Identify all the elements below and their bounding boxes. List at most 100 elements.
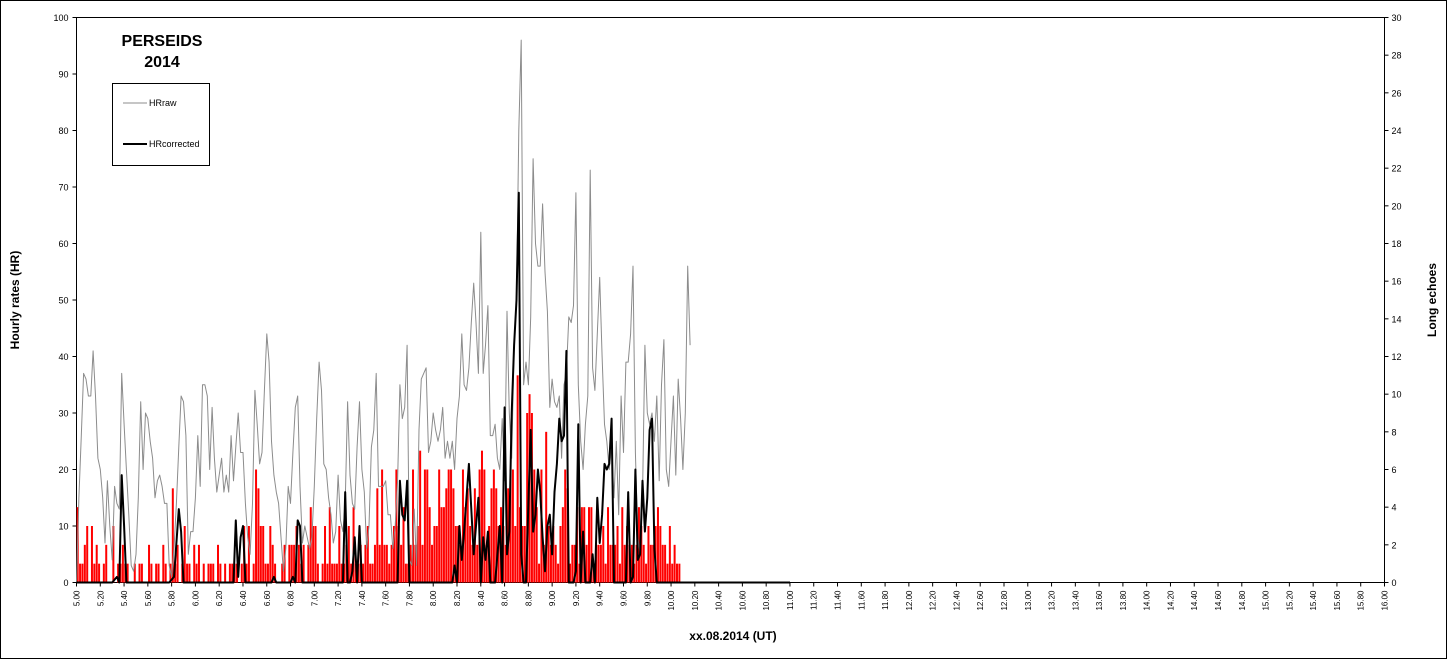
long-echo-bar bbox=[362, 563, 365, 583]
x-tick-label: 14.40 bbox=[1190, 590, 1199, 611]
long-echo-bar bbox=[369, 563, 372, 583]
long-echo-bar bbox=[140, 563, 143, 583]
long-echo-bar bbox=[371, 563, 374, 583]
long-echo-bar bbox=[255, 469, 258, 583]
y-left-tick-label: 50 bbox=[58, 296, 68, 306]
long-echo-bar bbox=[664, 544, 667, 583]
long-echo-bar bbox=[661, 544, 664, 583]
y-right-tick-label: 6 bbox=[1392, 465, 1397, 475]
long-echo-bar bbox=[523, 526, 526, 583]
x-tick-label: 8.80 bbox=[524, 590, 533, 606]
long-echo-bar bbox=[288, 544, 291, 583]
long-echo-bar bbox=[666, 563, 669, 583]
x-tick-label: 6.20 bbox=[215, 590, 224, 606]
long-echo-bar bbox=[83, 544, 86, 583]
long-echo-bar bbox=[428, 507, 431, 583]
long-echo-bar bbox=[649, 544, 652, 583]
axis-ticks: 0102030405060708090100024681012141618202… bbox=[53, 13, 1401, 611]
long-echo-bar bbox=[274, 563, 277, 583]
y-right-tick-label: 0 bbox=[1392, 578, 1397, 588]
long-echo-bar bbox=[307, 544, 310, 583]
x-tick-label: 8.60 bbox=[501, 590, 510, 606]
long-echo-bar bbox=[464, 507, 467, 583]
x-tick-label: 9.60 bbox=[619, 590, 628, 606]
long-echo-bar bbox=[480, 450, 483, 583]
long-echo-bar bbox=[511, 469, 514, 583]
long-echo-bar bbox=[490, 488, 493, 583]
long-echo-bar bbox=[155, 563, 158, 583]
long-echo-bar bbox=[328, 507, 331, 583]
long-echo-bar bbox=[678, 563, 681, 583]
long-echo-bar bbox=[538, 563, 541, 583]
y-right-tick-label: 30 bbox=[1392, 13, 1402, 23]
long-echo-bar bbox=[148, 544, 151, 583]
long-echo-bar bbox=[378, 544, 381, 583]
y-right-tick-label: 22 bbox=[1392, 164, 1402, 174]
long-echo-bar bbox=[607, 507, 610, 583]
long-echo-bar bbox=[102, 563, 105, 583]
y-right-tick-label: 24 bbox=[1392, 126, 1402, 136]
long-echo-bar bbox=[385, 544, 388, 583]
long-echo-bar bbox=[95, 544, 98, 583]
long-echo-bar bbox=[381, 469, 384, 583]
long-echo-bar bbox=[587, 507, 590, 583]
plot-area bbox=[76, 17, 1385, 583]
long-echo-bar bbox=[492, 469, 495, 583]
y-right-tick-label: 10 bbox=[1392, 390, 1402, 400]
long-echo-bar bbox=[383, 544, 386, 583]
long-echo-bar bbox=[561, 507, 564, 583]
long-echo-bar bbox=[402, 507, 405, 583]
x-tick-label: 6.40 bbox=[239, 590, 248, 606]
long-echo-bar bbox=[333, 563, 336, 583]
x-tick-label: 10.20 bbox=[691, 590, 700, 611]
long-echo-bar bbox=[426, 469, 429, 583]
y-right-tick-label: 20 bbox=[1392, 201, 1402, 211]
long-echo-bar bbox=[262, 526, 265, 583]
long-echo-bar bbox=[599, 544, 602, 583]
long-echo-bar bbox=[195, 563, 198, 583]
long-echo-bar bbox=[483, 469, 486, 583]
long-echo-bar bbox=[98, 563, 101, 583]
long-echo-bar bbox=[585, 544, 588, 583]
y-left-tick-label: 10 bbox=[58, 522, 68, 532]
y-left-tick-label: 70 bbox=[58, 183, 68, 193]
long-echo-bar bbox=[521, 526, 524, 583]
long-echo-bar bbox=[614, 544, 617, 583]
x-tick-label: 12.80 bbox=[1000, 590, 1009, 611]
x-tick-label: 10.60 bbox=[738, 590, 747, 611]
long-echo-bar bbox=[79, 563, 82, 583]
long-echo-bar bbox=[400, 544, 403, 583]
y-left-tick-label: 60 bbox=[58, 239, 68, 249]
long-echo-bar bbox=[459, 544, 462, 583]
long-echo-bar bbox=[240, 563, 243, 583]
x-tick-label: 13.80 bbox=[1119, 590, 1128, 611]
long-echo-bar bbox=[545, 431, 548, 583]
long-echo-bar bbox=[112, 526, 115, 583]
x-tick-label: 15.80 bbox=[1357, 590, 1366, 611]
long-echo-bar bbox=[219, 563, 222, 583]
long-echo-bar bbox=[640, 526, 643, 583]
long-echo-bar bbox=[228, 563, 231, 583]
long-echo-bar bbox=[552, 526, 555, 583]
long-echo-bar bbox=[433, 526, 436, 583]
x-tick-label: 7.20 bbox=[334, 590, 343, 606]
x-tick-label: 5.40 bbox=[120, 590, 129, 606]
x-tick-label: 15.60 bbox=[1333, 590, 1342, 611]
x-tick-label: 9.40 bbox=[596, 590, 605, 606]
long-echo-bar bbox=[516, 375, 519, 583]
long-echo-bar bbox=[419, 450, 422, 583]
long-echo-bar bbox=[252, 563, 255, 583]
x-tick-label: 11.40 bbox=[834, 590, 843, 610]
long-echo-bar bbox=[445, 488, 448, 583]
y-left-tick-label: 0 bbox=[63, 578, 68, 588]
long-echo-bar bbox=[673, 544, 676, 583]
long-echo-bar bbox=[659, 526, 662, 583]
y-right-tick-label: 12 bbox=[1392, 352, 1402, 362]
long-echo-bar bbox=[416, 526, 419, 583]
long-echo-bar bbox=[209, 563, 212, 583]
long-echo-bar bbox=[476, 544, 479, 583]
long-echo-bar bbox=[671, 563, 674, 583]
x-tick-label: 7.60 bbox=[382, 590, 391, 606]
long-echoes-bars bbox=[76, 375, 681, 583]
